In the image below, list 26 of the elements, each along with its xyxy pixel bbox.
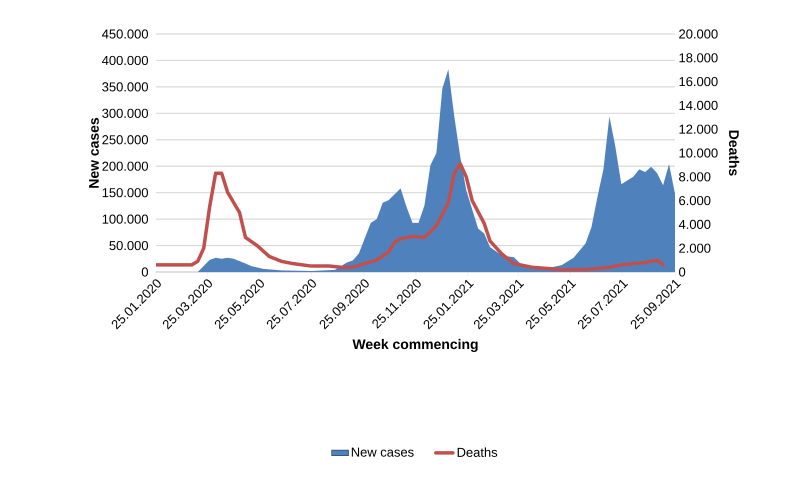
y2-axis-title: Deaths	[728, 130, 740, 176]
legend-label: Deaths	[458, 447, 498, 457]
y-tick-label: 100.000	[102, 214, 148, 224]
y-tick-label: 50.000	[109, 240, 148, 250]
y-tick-label: 200.000	[102, 162, 148, 171]
y2-tick-label: 0	[679, 267, 686, 277]
y-tick-label: 150.000	[102, 188, 148, 198]
y2-tick-label: 8.000	[679, 172, 710, 182]
y-tick-label: 300.000	[102, 108, 148, 118]
y2-tick-label: 10.000	[680, 148, 718, 158]
x-axis-title: Week commencing	[352, 338, 478, 352]
y2-tick-label: 18.000	[680, 53, 718, 62]
y2-tick-label: 14.000	[680, 100, 718, 110]
y-tick-label: 350.000	[102, 82, 148, 92]
y-tick-label: 400.000	[102, 56, 148, 66]
y-tick-label: 0	[142, 267, 148, 277]
y2-tick-label: 12.000	[680, 124, 718, 134]
legend-label: New cases	[352, 448, 414, 457]
y-tick-label: 250.000	[102, 135, 148, 144]
y-axis-title: New cases	[89, 118, 99, 188]
y-tick-label: 450.000	[102, 29, 148, 39]
y2-tick-label: 20.000	[679, 29, 718, 39]
y2-tick-label: 6.000	[679, 196, 710, 206]
y2-tick-label: 2.000	[679, 244, 710, 253]
y2-tick-label: 16.000	[680, 77, 718, 86]
y2-tick-label: 4.000	[678, 220, 710, 229]
